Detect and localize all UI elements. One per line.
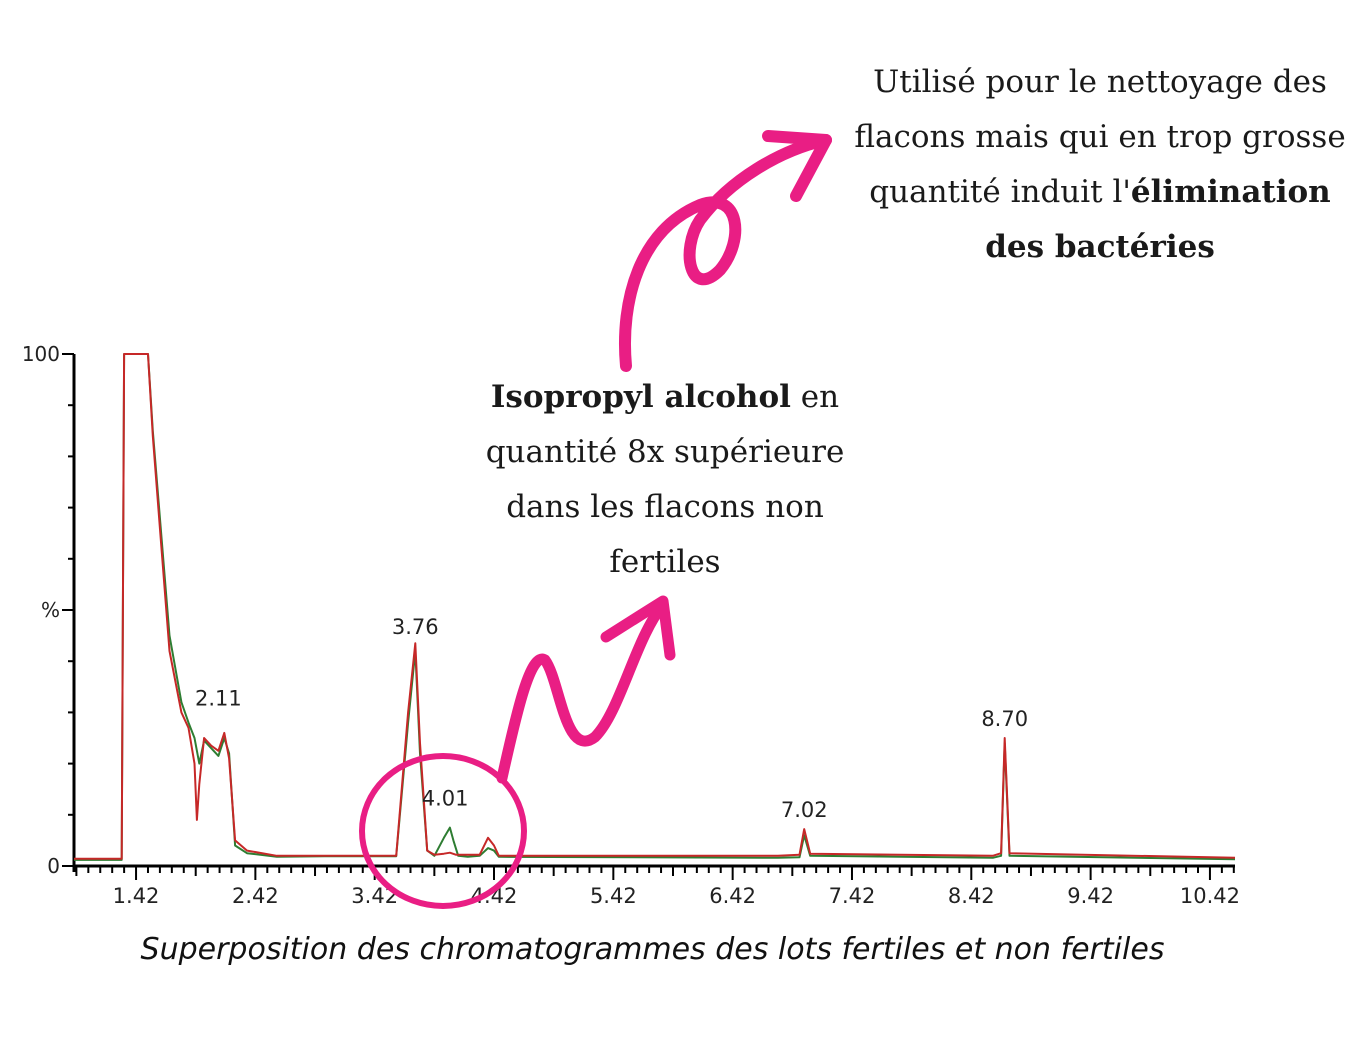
peak-label: 2.11 [195,687,242,711]
annotation-top-bold-bacteria: des bactéries [985,229,1215,265]
y-axis: 0% 100 [22,342,76,878]
series-layer [74,353,1236,861]
arrowhead-mid [600,595,676,661]
y-tick-label: 0 [47,854,60,878]
annotation-mid-line-2: quantité 8x supérieure [485,434,845,470]
annotation-mid-line-3: dans les flacons non [506,489,824,525]
annotation-top-line-3: quantité induit l'élimination [840,165,1360,220]
peak-label: 7.02 [781,798,828,822]
x-tick-label: 1.42 [113,884,160,908]
annotation-top-bold-elimination: élimination [1130,174,1331,210]
y-tick-label: % [41,598,60,622]
arrowhead-top [762,130,832,202]
annotation-mid-line-1: Isopropyl alcohol en [470,370,860,425]
x-axis: 1.42 2.42 3.42 4.42 5.42 6.42 7.42 8.42 9.42 10.4… [74,864,1240,908]
loop-arrow-to-top-annotation [619,134,832,372]
series-line-2 [74,353,1236,860]
annotation-top-line-1: Utilisé pour le nettoyage des [873,64,1327,100]
annotation-top-line-2: flacons mais qui en trop grosse [854,119,1346,155]
figure-caption: Superposition des chromatogrammes des lo… [140,932,1165,967]
squiggle-arrow-to-annotation [496,600,668,784]
x-tick-label: 8.42 [948,884,995,908]
y-tick-label: 100 [22,342,60,366]
highlight-circle [359,753,527,909]
peak-labels: 3.76 2.11 4.01 7.02 8.70 [195,615,1028,822]
x-tick-label: 2.42 [232,884,279,908]
x-tick-label: 9.42 [1067,884,1114,908]
peak-label: 4.01 [422,786,469,810]
x-tick-label: 5.42 [590,884,637,908]
x-tick-label: 6.42 [709,884,756,908]
annotation-mid-line-1-text: en [790,379,840,415]
x-tick-label: 10.42 [1180,884,1240,908]
peak-label: 3.76 [392,615,439,639]
annotation-top-line-3-text: quantité induit l' [869,174,1131,210]
peak-label: 8.70 [981,707,1028,731]
annotation-isopropyl-note: Isopropyl alcohol en quantité 8x supérie… [470,370,860,590]
annotation-top-line-4: des bactéries [840,220,1360,275]
annotation-cleaning-note: Utilisé pour le nettoyage des flacons ma… [840,55,1360,275]
x-tick-label: 7.42 [829,884,876,908]
annotation-mid-line-4: fertiles [609,544,721,580]
annotation-mid-bold-isopropyl: Isopropyl alcohol [490,379,791,415]
